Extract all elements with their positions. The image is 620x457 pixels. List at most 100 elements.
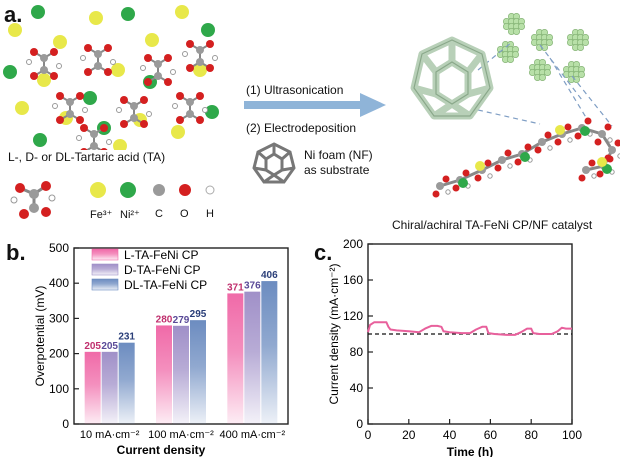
tartaric-caption: L-, D- or DL-Tartaric acid (TA) <box>8 150 166 164</box>
legend-c-label: C <box>155 208 163 220</box>
y-tick-label: 200 <box>49 347 69 361</box>
x-tick-label: 400 mA·cm⁻² <box>219 429 285 441</box>
x-tick-label: 60 <box>484 428 498 442</box>
bar-value-label: 231 <box>118 332 135 343</box>
fe-ion <box>111 63 125 77</box>
x-tick-label: 100 <box>562 428 582 442</box>
bar <box>190 320 206 424</box>
green-cluster <box>503 13 526 35</box>
tartaric-molecule <box>26 48 62 80</box>
fe-ion <box>193 63 207 77</box>
bar <box>156 325 172 424</box>
c-atom-icon <box>153 184 165 196</box>
ni-foam-line-1: Ni foam (NF) <box>304 148 373 162</box>
fe-ion <box>89 11 103 25</box>
y-tick-label: 160 <box>343 273 363 287</box>
x-tick-label: 40 <box>443 428 457 442</box>
ni-ion <box>205 105 219 119</box>
y-tick-label: 400 <box>49 276 69 290</box>
tartaric-molecule <box>140 54 176 86</box>
ni-ion <box>121 7 135 21</box>
green-cluster <box>567 28 590 51</box>
x-tick-label: 100 mA·cm⁻² <box>148 429 214 441</box>
ni-foam-line-2: as substrate <box>304 163 370 177</box>
tartaric-molecule <box>116 96 152 128</box>
x-axis-label: Current density <box>117 443 206 457</box>
fe-ion <box>145 33 159 47</box>
h-atom-icon <box>205 185 215 195</box>
bar <box>227 293 244 424</box>
panel-c-label: c. <box>314 240 333 265</box>
legend-swatch <box>91 278 119 291</box>
bar <box>244 291 261 424</box>
y-tick-label: 100 <box>49 382 69 396</box>
bar-value-label: 280 <box>156 314 173 325</box>
legend-label: DL-TA-FeNi CP <box>124 278 207 292</box>
fe-ion <box>171 125 185 139</box>
legend-h-label: H <box>206 208 214 220</box>
y-axis-label: Overpotential (mV) <box>33 286 47 387</box>
o-atom-icon <box>179 184 191 196</box>
tartaric-molecule <box>182 40 218 72</box>
ni-ion <box>83 91 97 105</box>
green-cluster <box>531 28 554 51</box>
bar-value-label: 205 <box>101 341 118 352</box>
stability-series-line <box>367 321 572 336</box>
bar-value-label: 205 <box>84 341 101 352</box>
fe-ion <box>113 139 127 150</box>
cluster-group <box>497 13 590 84</box>
y-tick-label: 200 <box>343 237 363 251</box>
y-tick-label: 0 <box>356 417 363 431</box>
legend-ni-label: Ni²⁺ <box>120 209 140 221</box>
bar-value-label: 279 <box>173 315 190 326</box>
fe-ion <box>37 73 51 87</box>
green-cluster <box>563 60 586 84</box>
tartaric-molecule <box>52 92 88 124</box>
bar-value-label: 371 <box>227 282 244 293</box>
fe-ion <box>8 23 22 37</box>
bar-value-label: 295 <box>190 309 207 320</box>
bar-value-label: 406 <box>261 270 278 281</box>
bar <box>173 325 189 424</box>
x-tick-label: 80 <box>525 428 539 442</box>
x-axis-label: Time (h) <box>447 445 493 457</box>
step-1-label: (1) Ultrasonication <box>246 83 344 97</box>
catalyst-scene <box>410 13 620 198</box>
x-tick-label: 10 mA·cm⁻² <box>80 429 140 441</box>
y-axis-label: Current density (mA·cm⁻²) <box>327 263 341 404</box>
tartaric-molecule <box>80 44 116 76</box>
legend-label: L-TA-FeNi CP <box>124 248 198 262</box>
y-tick-label: 0 <box>62 417 69 431</box>
y-tick-label: 120 <box>343 309 363 323</box>
x-tick-label: 0 <box>365 428 372 442</box>
fe-ion <box>175 5 189 19</box>
bar <box>84 351 101 424</box>
process-arrow <box>244 93 386 117</box>
fe-ion <box>15 101 29 115</box>
legend-o-label: O <box>180 208 189 220</box>
legend-swatch <box>91 248 119 261</box>
bar-value-label: 376 <box>244 281 261 292</box>
legend-fe-label: Fe³⁺ <box>90 209 113 221</box>
ni-atom-icon <box>120 182 136 198</box>
fe-atom-icon <box>90 182 106 198</box>
tartaric-molecule-scene <box>3 5 219 150</box>
ni-ion <box>3 65 17 79</box>
tartaric-molecule <box>76 124 112 150</box>
fe-ion <box>53 35 67 49</box>
green-cluster <box>497 40 520 63</box>
green-cluster <box>529 58 552 82</box>
bar <box>261 281 278 424</box>
tartaric-molecule <box>172 92 208 124</box>
y-tick-label: 80 <box>350 345 364 359</box>
ni-ion <box>33 133 47 147</box>
x-tick-label: 20 <box>402 428 416 442</box>
panel-b-label: b. <box>6 240 26 265</box>
y-tick-label: 40 <box>350 381 364 395</box>
atom-legend <box>10 181 215 219</box>
legend-swatch <box>91 263 119 276</box>
ni-foam-icon <box>252 142 296 184</box>
ni-ion <box>31 5 45 19</box>
y-tick-label: 300 <box>49 311 69 325</box>
